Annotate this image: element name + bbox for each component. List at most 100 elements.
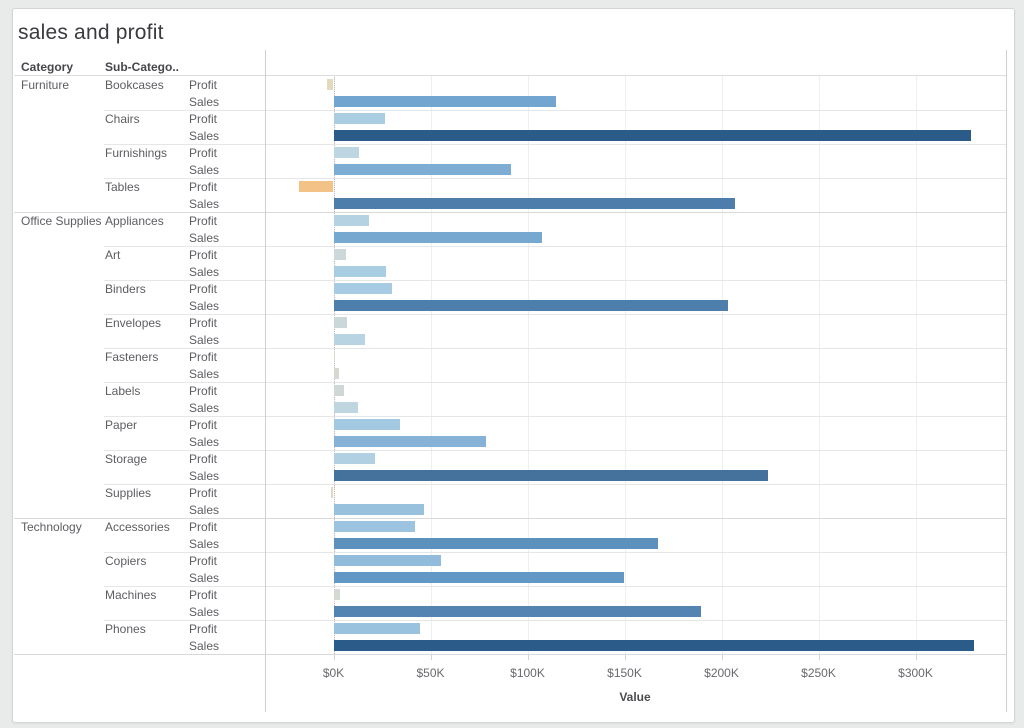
sales-bar[interactable] — [333, 300, 729, 311]
measure-label[interactable]: Sales — [189, 537, 220, 551]
subcategory-column-header[interactable]: Sub-Catego.. — [105, 60, 179, 74]
sales-bar[interactable] — [333, 130, 971, 141]
sales-bar[interactable] — [333, 164, 512, 175]
subcategory-label[interactable]: Tables — [105, 180, 140, 194]
subcategory-label[interactable]: Machines — [105, 588, 157, 602]
measure-label[interactable]: Sales — [189, 503, 220, 517]
subcategory-label[interactable]: Furnishings — [105, 146, 168, 160]
profit-bar[interactable] — [326, 79, 334, 90]
measure-label[interactable]: Profit — [189, 282, 218, 296]
plot-frame-left — [265, 50, 266, 712]
row-separator — [104, 586, 1006, 587]
x-tick-label: $150K — [607, 666, 642, 680]
measure-label[interactable]: Sales — [189, 197, 220, 211]
subcategory-label[interactable]: Storage — [105, 452, 148, 466]
profit-bar[interactable] — [333, 555, 442, 566]
x-tick-label: $200K — [704, 666, 739, 680]
profit-bar[interactable] — [333, 623, 420, 634]
category-column-header[interactable]: Category — [21, 60, 74, 74]
sales-bar[interactable] — [333, 640, 974, 651]
sales-bar[interactable] — [333, 368, 340, 379]
profit-bar[interactable] — [333, 385, 345, 396]
sales-bar[interactable] — [333, 538, 659, 549]
sales-bar[interactable] — [333, 606, 701, 617]
sales-bar[interactable] — [333, 96, 557, 107]
measure-label[interactable]: Sales — [189, 265, 220, 279]
profit-bar[interactable] — [333, 147, 359, 158]
measure-label[interactable]: Sales — [189, 401, 220, 415]
profit-bar[interactable] — [333, 453, 375, 464]
sales-bar[interactable] — [333, 266, 387, 277]
subcategory-label[interactable]: Paper — [105, 418, 138, 432]
category-label[interactable]: Office Supplies — [21, 214, 102, 228]
subcategory-label[interactable]: Appliances — [105, 214, 164, 228]
measure-label[interactable]: Profit — [189, 486, 218, 500]
measure-label[interactable]: Profit — [189, 384, 218, 398]
row-separator — [104, 416, 1006, 417]
measure-label[interactable]: Sales — [189, 95, 220, 109]
sales-bar[interactable] — [333, 402, 358, 413]
row-separator — [104, 348, 1006, 349]
x-tick-label: $50K — [416, 666, 445, 680]
measure-label[interactable]: Profit — [189, 146, 218, 160]
row-separator — [104, 178, 1006, 179]
measure-label[interactable]: Sales — [189, 367, 220, 381]
subcategory-label[interactable]: Supplies — [105, 486, 152, 500]
sales-bar[interactable] — [333, 436, 486, 447]
subcategory-label[interactable]: Bookcases — [105, 78, 164, 92]
measure-label[interactable]: Profit — [189, 622, 218, 636]
subcategory-label[interactable]: Binders — [105, 282, 146, 296]
profit-bar[interactable] — [333, 351, 336, 362]
subcategory-label[interactable]: Phones — [105, 622, 146, 636]
profit-bar[interactable] — [333, 113, 386, 124]
profit-bar[interactable] — [333, 249, 347, 260]
measure-label[interactable]: Profit — [189, 554, 218, 568]
subcategory-label[interactable]: Fasteners — [105, 350, 159, 364]
measure-label[interactable]: Profit — [189, 180, 218, 194]
measure-label[interactable]: Profit — [189, 214, 218, 228]
measure-label[interactable]: Sales — [189, 129, 220, 143]
measure-label[interactable]: Sales — [189, 639, 220, 653]
measure-label[interactable]: Sales — [189, 469, 220, 483]
measure-label[interactable]: Sales — [189, 163, 220, 177]
subcategory-label[interactable]: Art — [105, 248, 121, 262]
subcategory-label[interactable]: Copiers — [105, 554, 147, 568]
profit-bar[interactable] — [333, 283, 393, 294]
measure-label[interactable]: Sales — [189, 299, 220, 313]
sales-bar[interactable] — [333, 334, 366, 345]
subcategory-label[interactable]: Envelopes — [105, 316, 162, 330]
profit-bar[interactable] — [331, 487, 334, 498]
sales-bar[interactable] — [333, 504, 425, 515]
category-label[interactable]: Technology — [21, 520, 82, 534]
measure-label[interactable]: Sales — [189, 435, 220, 449]
sales-bar[interactable] — [333, 232, 543, 243]
measure-label[interactable]: Sales — [189, 571, 220, 585]
profit-bar[interactable] — [333, 419, 400, 430]
sales-bar[interactable] — [333, 572, 624, 583]
measure-label[interactable]: Profit — [189, 316, 218, 330]
measure-label[interactable]: Profit — [189, 520, 218, 534]
measure-label[interactable]: Profit — [189, 78, 218, 92]
measure-label[interactable]: Profit — [189, 418, 218, 432]
measure-label[interactable]: Sales — [189, 333, 220, 347]
measure-label[interactable]: Profit — [189, 248, 218, 262]
measure-label[interactable]: Sales — [189, 231, 220, 245]
measure-label[interactable]: Profit — [189, 588, 218, 602]
sales-bar[interactable] — [333, 198, 735, 209]
subcategory-label[interactable]: Labels — [105, 384, 141, 398]
row-separator — [104, 110, 1006, 111]
measure-label[interactable]: Profit — [189, 112, 218, 126]
subcategory-label[interactable]: Chairs — [105, 112, 140, 126]
profit-bar[interactable] — [333, 589, 341, 600]
row-separator — [104, 144, 1006, 145]
measure-label[interactable]: Sales — [189, 605, 220, 619]
measure-label[interactable]: Profit — [189, 452, 218, 466]
category-label[interactable]: Furniture — [21, 78, 70, 92]
profit-bar[interactable] — [299, 181, 334, 192]
profit-bar[interactable] — [333, 521, 415, 532]
measure-label[interactable]: Profit — [189, 350, 218, 364]
sales-bar[interactable] — [333, 470, 768, 481]
profit-bar[interactable] — [333, 317, 347, 328]
subcategory-label[interactable]: Accessories — [105, 520, 170, 534]
profit-bar[interactable] — [333, 215, 369, 226]
